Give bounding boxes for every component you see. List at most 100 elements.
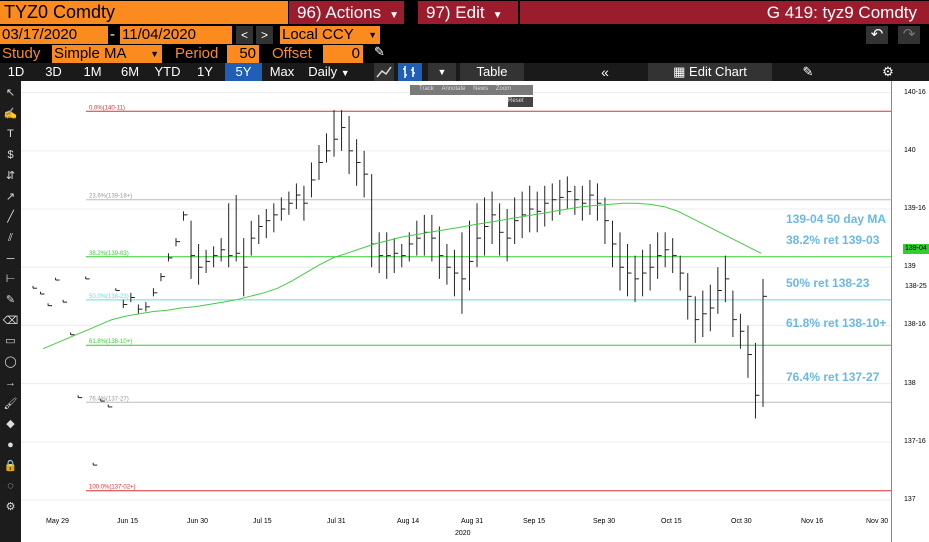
channel-icon[interactable]: ⫽ [8, 231, 13, 244]
pointer-icon[interactable]: ↖ [5, 87, 16, 99]
x-axis: May 29 Jun 15 Jun 30 Jul 15 Jul 31 Aug 14 Aug … [21, 514, 891, 542]
y-tick-label: 137 [904, 496, 916, 504]
range-tab-3d[interactable]: 3D [45, 64, 62, 79]
edit-chart-label: Edit Chart [689, 64, 747, 79]
color-icon[interactable]: ● [7, 438, 14, 451]
x-tick-label: Jul 15 [253, 518, 272, 525]
x-year-label: 2020 [455, 530, 471, 537]
chart-annotation: 76.4% ret 137-27 [786, 370, 880, 384]
text-icon[interactable]: T [7, 128, 14, 141]
x-tick-label: Jun 15 [117, 518, 139, 525]
lock-icon[interactable]: 🔒 [3, 459, 18, 472]
range-tab-1m[interactable]: 1M [83, 64, 102, 79]
settings-gear-icon[interactable]: ⚙ [882, 64, 894, 79]
range-tab-1d[interactable]: 1D [7, 64, 25, 79]
shape-icon[interactable]: ◆ [6, 418, 15, 431]
track-tool[interactable]: Track [419, 86, 434, 92]
frequency-select[interactable]: Daily ▼ [302, 63, 356, 82]
brush-icon[interactable]: 🖌 [3, 397, 18, 410]
dropdown-arrow-icon: ▼ [150, 49, 159, 59]
end-date-field[interactable]: 11/04/2020 [120, 26, 232, 44]
range-tab-6m[interactable]: 6M [120, 64, 140, 79]
security-field[interactable]: TYZ0 Comdty [0, 1, 288, 24]
fib-label: 76.4%(137-27) [89, 396, 129, 402]
chart-annotation: 38.2% ret 139-03 [786, 233, 880, 247]
last-price-tag: 139-04 [903, 244, 929, 254]
y-tick-label: 138-16 [904, 321, 926, 329]
drawing-sidebar: ↖ ✍ T $ ⇵ ↗ ╱ ⫽ ─ ⊢ ✎ ⌫ ▭ ◯ → 🖌 ◆ ● 🔒 ◌ ⚙ [0, 81, 21, 542]
actions-button[interactable]: 96) Actions ▼ [289, 1, 404, 24]
ellipse-icon[interactable]: ◯ [4, 356, 17, 369]
line-chart-icon[interactable] [374, 63, 394, 81]
annotate-tool[interactable]: Annotate [441, 86, 466, 92]
x-tick-label: Jun 30 [187, 518, 209, 525]
y-axis: 140-16 140 139-16 139 138-16 138 137-16 137 139-… [891, 81, 929, 542]
price-chart[interactable]: 0.0%(140-11) 23.6%(139-18+) 38.2%(139-03) 5… [21, 81, 891, 514]
redo-icon[interactable]: ↷ [898, 26, 920, 44]
x-tick-label: Nov 30 [866, 518, 889, 525]
frequency-label: Daily [308, 64, 338, 79]
fib-label: 0.0%(140-11) [89, 105, 125, 111]
y-tick-label: 140-16 [904, 88, 926, 96]
y-tick-label: 139-16 [904, 205, 926, 213]
chart-mini-toolbar: Track Annotate News Zoom [410, 85, 533, 95]
x-tick-label: May 29 [46, 518, 69, 525]
news-tool[interactable]: News [473, 86, 489, 92]
currency-label: Local CCY [282, 26, 354, 43]
undo-icon[interactable]: ↶ [866, 26, 888, 44]
pen-icon[interactable]: ✎ [5, 294, 16, 306]
zoom-tool[interactable]: Zoom [495, 86, 512, 92]
table-button[interactable]: Table [460, 63, 524, 81]
actions-label: 96) Actions [297, 3, 382, 22]
rectangle-icon[interactable]: ▭ [5, 335, 16, 348]
eraser-icon[interactable]: ⌫ [2, 314, 19, 327]
arrow-icon[interactable]: → [5, 376, 16, 389]
moving-average-line [42, 202, 762, 350]
bar-chart-icon[interactable] [398, 63, 422, 81]
line-icon[interactable]: ╱ [7, 211, 14, 224]
collapse-icon[interactable]: « [601, 64, 609, 80]
fib-label: 100.0%(137-02+) [89, 485, 136, 491]
chart-type-dropdown-icon[interactable]: ▼ [428, 63, 456, 81]
currency-field[interactable]: Local CCY ▼ [280, 26, 380, 44]
pencil-icon[interactable]: ✎ [374, 44, 385, 59]
period-field[interactable]: 50 [227, 45, 259, 63]
settings-icon[interactable]: ⚙ [5, 501, 16, 513]
period-label: Period [175, 45, 219, 62]
chart-annotation: 61.8% ret 138-10+ [786, 316, 886, 330]
x-tick-label: Sep 15 [523, 518, 546, 525]
x-tick-label: Nov 16 [801, 518, 824, 525]
range-tab-max[interactable]: Max [269, 64, 295, 79]
fib-label: 38.2%(139-03) [89, 251, 129, 257]
edit-button[interactable]: 97) Edit ▼ [418, 1, 518, 24]
y-tick-label: 138 [904, 379, 916, 387]
range-tab-5y[interactable]: 5Y [225, 63, 262, 81]
study-select[interactable]: Simple MA ▼ [52, 45, 162, 63]
y-tick-label: 139 [904, 263, 916, 271]
x-tick-label: Sep 30 [593, 518, 616, 525]
reset-button[interactable]: Reset [508, 97, 533, 107]
next-arrow-icon[interactable]: > [256, 26, 273, 44]
fib-label: 50.0%(138-23) [89, 294, 129, 300]
trend-icon[interactable]: ↗ [5, 190, 16, 203]
edit-label: 97) Edit [426, 3, 485, 22]
range-tab-ytd[interactable]: YTD [154, 64, 181, 79]
horizontal-line-icon[interactable]: ─ [6, 252, 15, 265]
edit-chart-button[interactable]: ▦ Edit Chart [648, 63, 772, 81]
dollar-icon[interactable]: $ [7, 149, 14, 162]
date-separator: - [110, 26, 115, 43]
prev-arrow-icon[interactable]: < [236, 26, 253, 44]
x-tick-label: Aug 14 [397, 518, 420, 525]
offset-field[interactable]: 0 [323, 45, 363, 63]
start-date-field[interactable]: 03/17/2020 [0, 26, 108, 44]
x-tick-label: Oct 15 [661, 518, 682, 525]
ruler-icon[interactable]: ⊢ [5, 273, 16, 286]
page-title: G 419: tyz9 Comdty [520, 1, 929, 24]
bar-chart-glyph [403, 66, 415, 78]
range-tab-1y[interactable]: 1Y [197, 64, 213, 79]
y-tick-label: 137-16 [904, 437, 926, 445]
annotate-icon[interactable]: ✎ [802, 64, 814, 79]
draw-icon[interactable]: ✍ [3, 107, 18, 120]
fib-icon[interactable]: ⇵ [5, 169, 16, 182]
hide-icon[interactable]: ◌ [7, 480, 14, 493]
